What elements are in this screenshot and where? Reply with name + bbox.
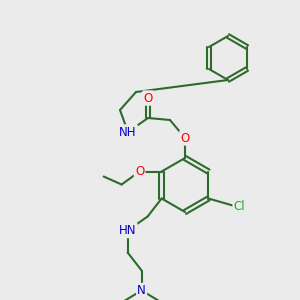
- Text: HN: HN: [119, 224, 136, 237]
- Text: N: N: [137, 284, 146, 297]
- Text: O: O: [143, 92, 153, 104]
- Text: O: O: [180, 131, 190, 145]
- Text: NH: NH: [119, 125, 137, 139]
- Text: Cl: Cl: [234, 200, 245, 213]
- Text: O: O: [135, 165, 144, 178]
